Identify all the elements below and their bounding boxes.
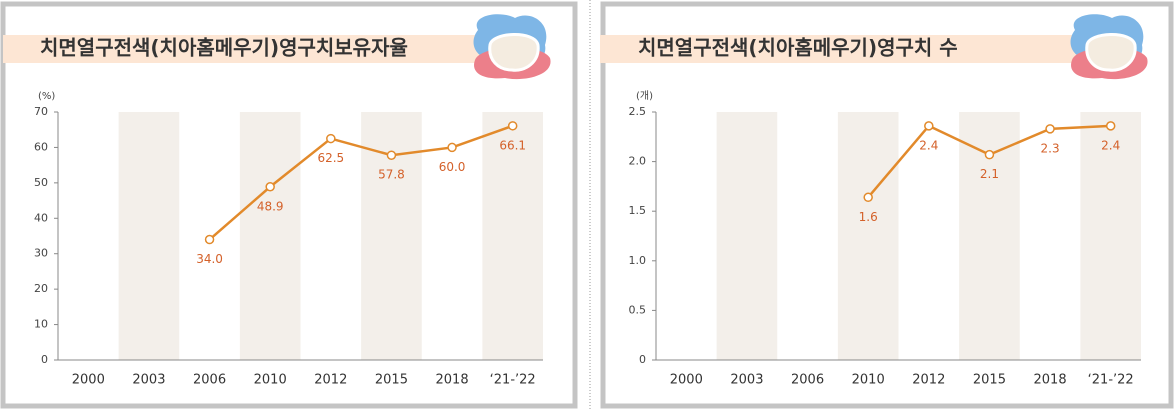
y-tick-label: 2.5 xyxy=(629,105,647,118)
y-tick-label: 60 xyxy=(34,140,48,153)
x-tick-label: 2003 xyxy=(730,373,763,388)
x-tick-label: 2015 xyxy=(973,373,1006,388)
y-tick-label: 30 xyxy=(34,247,48,260)
chart-title: 치면열구전색(치아홈메우기)영구치보유자율 xyxy=(40,36,408,60)
point xyxy=(265,182,275,192)
data-label: 1.6 xyxy=(859,210,878,224)
y-unit: (개) xyxy=(636,90,653,102)
x-tick-label: 2006 xyxy=(193,373,226,388)
chart-title: 치면열구전색(치아홈메우기)영구치 수 xyxy=(638,36,958,60)
x-tick-label: ‘21-’22 xyxy=(1088,373,1134,388)
band-shade xyxy=(959,112,1020,360)
y-tick-label: 10 xyxy=(34,318,48,331)
y-tick-label: 0 xyxy=(639,353,646,366)
title-band xyxy=(3,35,543,63)
point xyxy=(1105,121,1116,131)
data-label: 2.4 xyxy=(919,138,938,152)
point xyxy=(386,150,397,160)
data-label: 2.4 xyxy=(1101,138,1120,152)
data-label: 2.1 xyxy=(980,167,999,181)
data-label: 57.8 xyxy=(378,168,405,182)
point xyxy=(326,133,336,144)
y-tick-label: 2.0 xyxy=(629,155,647,168)
data-label: 2.3 xyxy=(1041,141,1060,155)
x-tick-label: 2006 xyxy=(791,373,824,388)
x-tick-label: 2010 xyxy=(254,373,287,388)
x-tick-label: 2000 xyxy=(670,373,703,388)
point xyxy=(924,121,934,131)
band-shade xyxy=(118,112,180,360)
point xyxy=(863,192,873,203)
y-tick-label: 1.0 xyxy=(629,254,647,267)
x-tick-label: 2000 xyxy=(72,373,105,388)
y-unit: (%) xyxy=(38,91,55,102)
band-shade xyxy=(1080,112,1141,360)
x-tick-label: 2012 xyxy=(314,373,347,388)
data-label: 62.5 xyxy=(317,151,344,165)
y-tick-label: 1.5 xyxy=(629,204,647,217)
point xyxy=(447,142,457,153)
point xyxy=(507,121,518,131)
x-tick-label: 2018 xyxy=(1034,373,1067,388)
band-shade xyxy=(837,112,899,360)
point xyxy=(204,234,215,245)
data-label: 48.9 xyxy=(257,199,284,213)
y-tick-label: 0 xyxy=(41,353,48,366)
data-label: 34.0 xyxy=(196,252,223,266)
x-tick-label: 2015 xyxy=(375,373,408,388)
line xyxy=(208,124,514,241)
y-tick-label: 20 xyxy=(34,282,48,295)
x-tick-label: 2018 xyxy=(436,373,469,388)
tooth-icon xyxy=(1070,14,1148,80)
band-shade xyxy=(239,112,301,360)
y-tick-label: 50 xyxy=(34,176,48,189)
y-tick-label: 70 xyxy=(34,105,48,118)
y-tick-label: 0.5 xyxy=(629,303,647,316)
x-tick-label: 2010 xyxy=(852,373,885,388)
y-tick-label: 40 xyxy=(34,211,48,224)
x-tick-label: 2003 xyxy=(132,373,165,388)
band-shade xyxy=(482,112,543,360)
point xyxy=(984,149,995,160)
point xyxy=(1045,124,1055,134)
title-band xyxy=(600,35,1140,63)
data-label: 66.1 xyxy=(499,138,526,152)
x-tick-label: ‘21-’22 xyxy=(490,373,536,388)
data-label: 60.0 xyxy=(439,160,466,174)
band-shade xyxy=(716,112,778,360)
x-tick-label: 2012 xyxy=(912,373,945,388)
tooth-icon xyxy=(473,14,551,80)
